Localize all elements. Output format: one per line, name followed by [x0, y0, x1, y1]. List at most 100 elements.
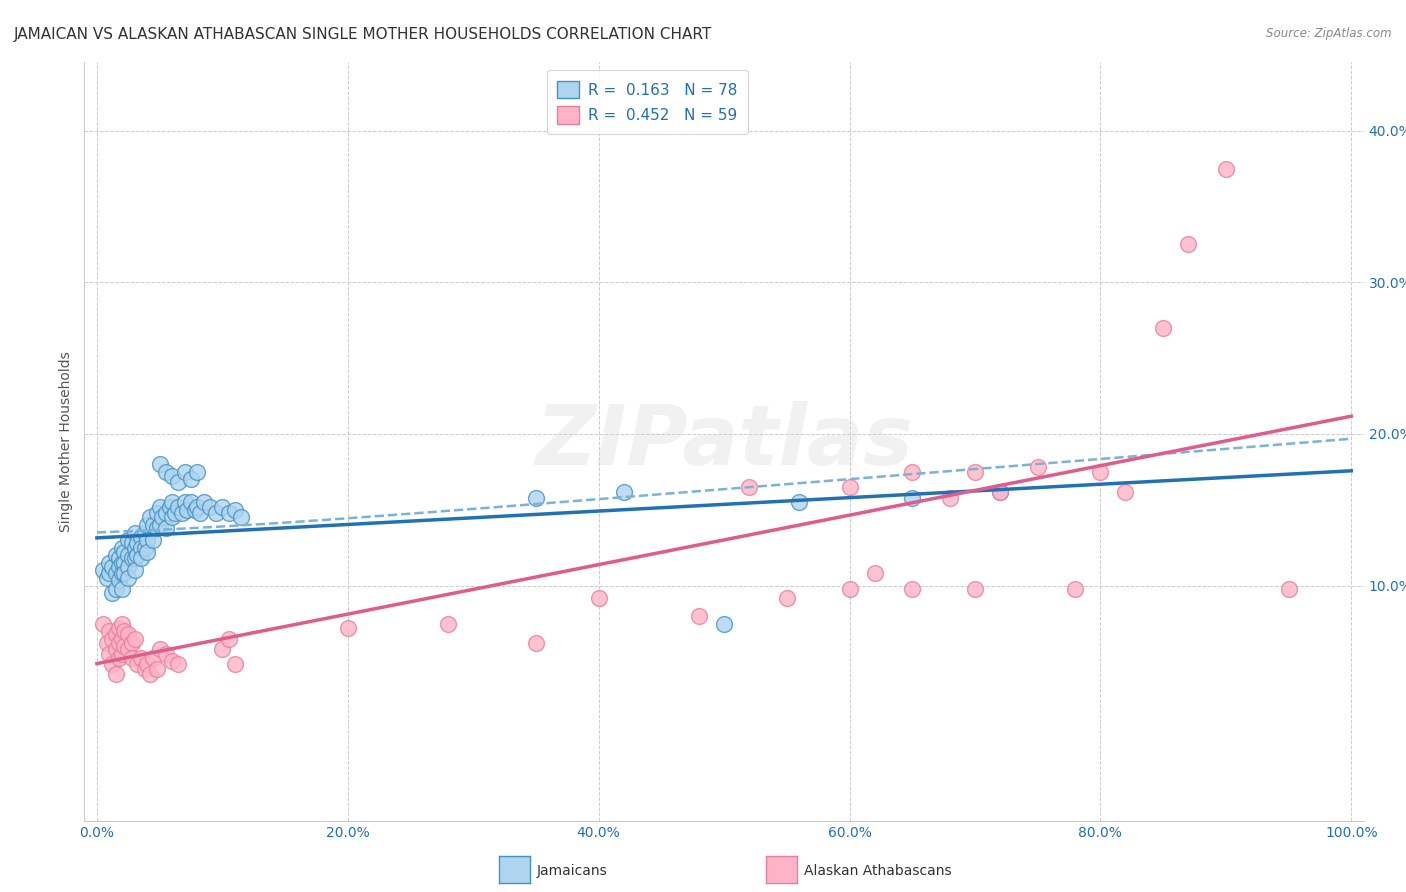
- Point: [124, 525, 146, 540]
- Point: [91, 616, 114, 631]
- Point: [134, 525, 156, 540]
- Point: [231, 510, 253, 524]
- Point: [224, 657, 246, 672]
- Point: [138, 510, 160, 524]
- Point: [155, 465, 177, 479]
- Point: [108, 560, 131, 574]
- Point: [98, 556, 121, 570]
- Point: [1177, 237, 1199, 252]
- Point: [149, 642, 172, 657]
- Point: [1064, 582, 1087, 596]
- Text: Alaskan Athabascans: Alaskan Athabascans: [804, 863, 952, 878]
- Point: [437, 616, 460, 631]
- Point: [188, 506, 211, 520]
- Y-axis label: Single Mother Households: Single Mother Households: [59, 351, 73, 532]
- Point: [111, 632, 134, 646]
- Point: [124, 564, 146, 578]
- Point: [180, 495, 202, 509]
- Point: [160, 495, 183, 509]
- Point: [688, 609, 710, 624]
- Text: JAMAICAN VS ALASKAN ATHABASCAN SINGLE MOTHER HOUSEHOLDS CORRELATION CHART: JAMAICAN VS ALASKAN ATHABASCAN SINGLE MO…: [14, 27, 713, 42]
- Point: [184, 503, 207, 517]
- Point: [111, 556, 134, 570]
- Point: [838, 480, 860, 494]
- Point: [111, 616, 134, 631]
- Point: [117, 560, 139, 574]
- Point: [117, 627, 139, 641]
- Point: [136, 517, 159, 532]
- Point: [124, 541, 146, 555]
- Point: [1215, 161, 1237, 176]
- Point: [117, 533, 139, 547]
- Point: [117, 642, 139, 657]
- Point: [198, 500, 221, 514]
- Point: [121, 651, 143, 665]
- Point: [160, 510, 183, 524]
- Point: [146, 506, 169, 520]
- Point: [173, 465, 195, 479]
- Point: [117, 548, 139, 563]
- Point: [163, 506, 186, 520]
- Point: [863, 566, 886, 581]
- Point: [149, 500, 172, 514]
- Point: [117, 571, 139, 585]
- Point: [101, 657, 124, 672]
- Point: [125, 548, 148, 563]
- Point: [129, 530, 152, 544]
- Point: [104, 548, 127, 563]
- Point: [524, 636, 547, 650]
- Point: [104, 642, 127, 657]
- Point: [129, 551, 152, 566]
- Point: [91, 564, 114, 578]
- Point: [121, 636, 143, 650]
- Point: [1277, 582, 1299, 596]
- Point: [1090, 465, 1112, 479]
- Text: Source: ZipAtlas.com: Source: ZipAtlas.com: [1267, 27, 1392, 40]
- Point: [150, 510, 173, 524]
- Point: [101, 560, 124, 574]
- Point: [167, 657, 190, 672]
- Point: [738, 480, 761, 494]
- Point: [142, 517, 165, 532]
- Point: [963, 582, 986, 596]
- Point: [96, 571, 118, 585]
- Text: ZIPatlas: ZIPatlas: [536, 401, 912, 482]
- Point: [224, 503, 246, 517]
- Point: [121, 551, 143, 566]
- Point: [901, 491, 924, 505]
- Point: [101, 632, 124, 646]
- Point: [167, 500, 190, 514]
- Point: [114, 545, 136, 559]
- Point: [114, 639, 136, 653]
- Point: [901, 465, 924, 479]
- Point: [125, 657, 148, 672]
- Point: [108, 621, 131, 635]
- Point: [124, 632, 146, 646]
- Point: [159, 500, 181, 514]
- Point: [114, 624, 136, 639]
- Point: [136, 533, 159, 547]
- Point: [160, 655, 183, 669]
- Point: [588, 591, 610, 605]
- Point: [104, 666, 127, 681]
- Point: [988, 484, 1011, 499]
- Point: [134, 541, 156, 555]
- Point: [108, 573, 131, 587]
- Point: [146, 521, 169, 535]
- Point: [138, 666, 160, 681]
- Point: [172, 506, 194, 520]
- Point: [134, 662, 156, 676]
- Point: [104, 582, 127, 596]
- Point: [838, 582, 860, 596]
- Point: [524, 491, 547, 505]
- Point: [186, 500, 208, 514]
- Point: [114, 556, 136, 570]
- Point: [111, 566, 134, 581]
- Point: [149, 517, 172, 532]
- Point: [111, 647, 134, 661]
- Point: [104, 627, 127, 641]
- Point: [167, 475, 190, 490]
- Point: [108, 551, 131, 566]
- Point: [205, 506, 228, 520]
- Point: [1026, 460, 1049, 475]
